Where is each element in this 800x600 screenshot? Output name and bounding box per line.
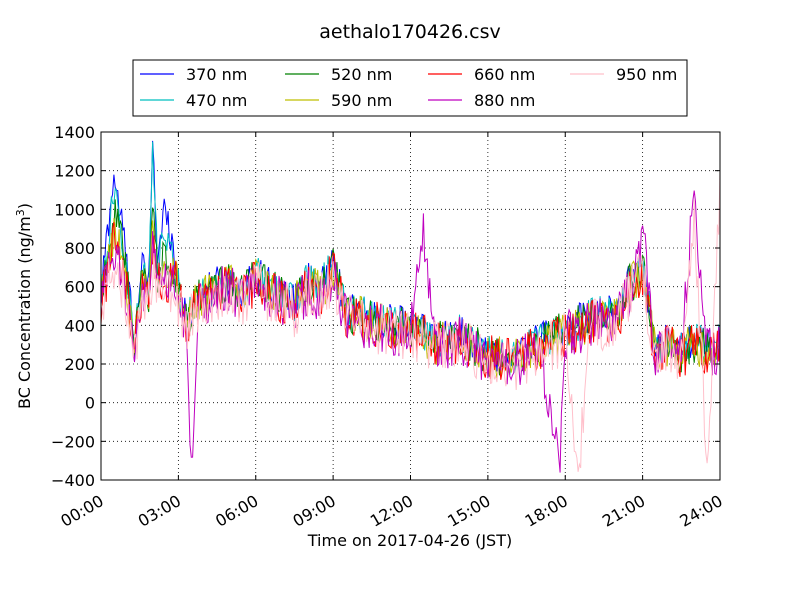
y-tick-label: 200 xyxy=(64,355,95,374)
legend-label: 370 nm xyxy=(186,65,247,84)
y-axis-label-sup: 3 xyxy=(14,209,27,216)
x-tick-label: 09:00 xyxy=(289,491,338,531)
y-tick-label: 800 xyxy=(64,239,95,258)
legend-items: 370 nm 470 nm 520 nm 590 nm 660 nm 880 nm 950 … xyxy=(140,65,677,110)
y-tick-label: 1200 xyxy=(54,162,95,181)
x-axis-label: Time on 2017-04-26 (JST) xyxy=(307,531,512,550)
legend-label: 520 nm xyxy=(331,65,392,84)
x-tick-label: 03:00 xyxy=(135,491,184,531)
y-axis-label-main: BC Concentration (ng/m xyxy=(15,216,34,409)
x-tick-label: 21:00 xyxy=(599,491,648,531)
x-tick-label: 12:00 xyxy=(367,491,416,531)
data-series xyxy=(101,140,720,473)
x-tick-label: 15:00 xyxy=(444,491,493,531)
y-tick-label: 400 xyxy=(64,316,95,335)
legend-label: 590 nm xyxy=(331,91,392,110)
legend-label: 660 nm xyxy=(474,65,535,84)
y-tick-label: 1000 xyxy=(54,200,95,219)
x-tick-label: 06:00 xyxy=(212,491,261,531)
y-tick-label: −400 xyxy=(51,471,95,490)
y-axis-label-tail: ) xyxy=(15,203,34,209)
y-tick-label: 1400 xyxy=(54,123,95,142)
y-axis-label: BC Concentration (ng/m3) xyxy=(14,203,34,409)
series-line-950-nm xyxy=(101,169,720,472)
y-axis-ticks: −400 −200 0 200 400 600 800 1000 1200 1400 xyxy=(51,123,720,490)
series-line-880-nm xyxy=(101,190,720,473)
x-tick-label: 18:00 xyxy=(522,491,571,531)
legend-label: 470 nm xyxy=(186,91,247,110)
y-tick-label: −200 xyxy=(51,432,95,451)
legend: 370 nm 470 nm 520 nm 590 nm 660 nm 880 nm 950 … xyxy=(132,59,688,117)
y-tick-label: 600 xyxy=(64,278,95,297)
legend-box xyxy=(132,59,688,117)
y-tick-label: 0 xyxy=(85,394,95,413)
legend-label: 880 nm xyxy=(474,91,535,110)
x-tick-label: 24:00 xyxy=(676,491,725,531)
x-tick-label: 00:00 xyxy=(57,491,106,531)
chart-title: aethalo170426.csv xyxy=(319,21,501,43)
legend-label: 950 nm xyxy=(616,65,677,84)
